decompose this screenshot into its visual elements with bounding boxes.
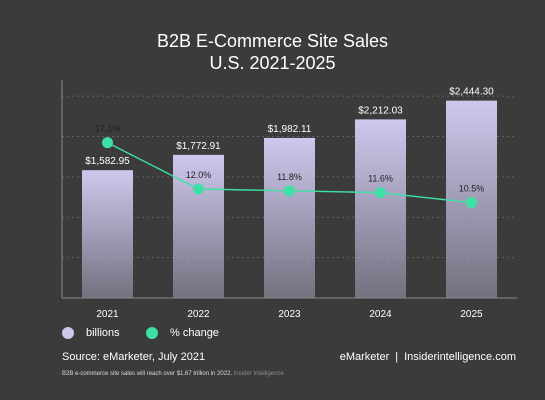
bar-label-2023: $1,982.11 (268, 124, 312, 135)
legend-swatch-billions (62, 327, 74, 339)
x-tick-2025: 2025 (460, 309, 483, 320)
legend-label-billions: billions (86, 327, 120, 339)
change-label-2021: 17.1% (95, 124, 121, 134)
x-tick-2024: 2024 (369, 309, 392, 320)
x-tick-2022: 2022 (187, 309, 210, 320)
footnote-text: B2B e-commerce site sales will reach ove… (62, 371, 233, 377)
bar-2023 (264, 137, 315, 298)
x-tick-2021: 2021 (96, 309, 119, 320)
legend-item-billions: billions (62, 327, 120, 339)
change-label-2024: 11.6% (368, 174, 393, 184)
brand-credit: eMarketer | Insiderintelligence.com (340, 351, 516, 363)
change-label-2023: 11.8% (277, 172, 302, 182)
bar-label-2025: $2,444.30 (449, 87, 494, 98)
change-point-2025 (466, 197, 477, 209)
change-point-2023 (284, 185, 295, 197)
legend-label-change: % change (170, 327, 219, 339)
footnote: B2B e-commerce site sales will reach ove… (62, 371, 284, 377)
bar-2021 (82, 170, 133, 298)
footnote-brand: Insider Intelligence (233, 371, 284, 377)
change-label-2025: 10.5% (459, 184, 485, 194)
bar-label-2024: $2,212.03 (358, 105, 403, 116)
change-point-2022 (193, 183, 204, 195)
brand-emarketer: eMarketer (339, 351, 390, 363)
bar-label-2022: $1,772.91 (176, 141, 221, 152)
bar-2024 (355, 119, 406, 299)
x-tick-2023: 2023 (278, 309, 301, 320)
brand-url: Insiderintelligence.com (404, 351, 516, 363)
source-text: Source: eMarketer, July 2021 (62, 351, 206, 363)
bar-2022 (173, 154, 224, 298)
legend-swatch-change (146, 327, 158, 339)
legend-item-change: % change (146, 327, 219, 339)
change-point-2021 (102, 137, 113, 149)
bar-label-2021: $1,582.95 (85, 156, 130, 167)
brand-separator: | (395, 351, 399, 363)
chart-subtitle: U.S. 2021-2025 (209, 53, 336, 73)
change-point-2024 (375, 187, 386, 199)
chart-title: B2B E-Commerce Site Sales (156, 31, 389, 51)
change-label-2022: 12.0% (186, 170, 212, 180)
